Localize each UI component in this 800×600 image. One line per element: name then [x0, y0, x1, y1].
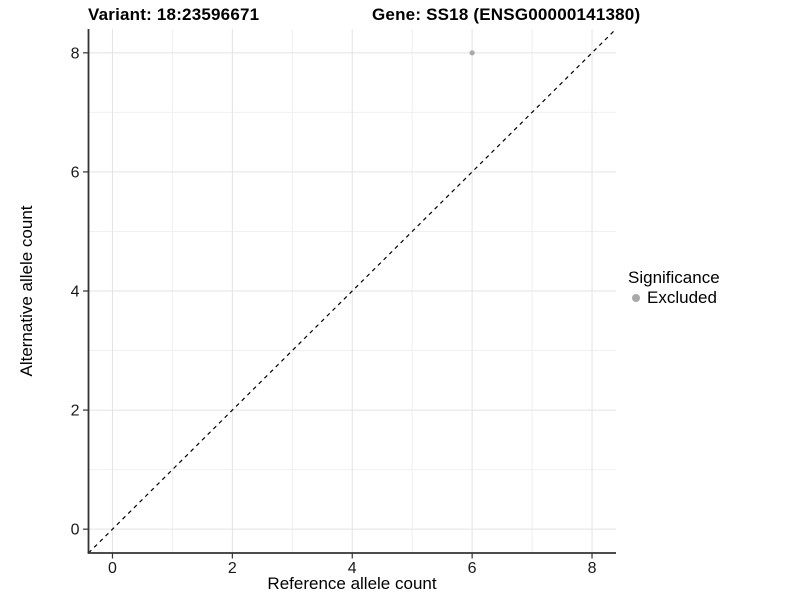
legend-item-excluded: Excluded: [632, 288, 720, 308]
legend-item-label: Excluded: [647, 288, 717, 307]
x-axis-label: Reference allele count: [267, 574, 437, 593]
data-point: [469, 50, 475, 56]
gene-title: Gene: SS18 (ENSG00000141380): [372, 5, 641, 24]
y-tick-label: 4: [71, 284, 80, 301]
y-axis-label: Alternative allele count: [17, 205, 36, 377]
y-tick-label: 2: [71, 403, 80, 420]
y-tick-label: 0: [71, 522, 80, 539]
x-tick-label: 6: [468, 560, 477, 577]
legend-title: Significance: [628, 268, 720, 287]
legend: Significance Excluded: [628, 268, 720, 308]
x-tick-label: 2: [228, 560, 237, 577]
identity-reference-line: [88, 28, 617, 554]
x-tick-label: 8: [588, 560, 597, 577]
variant-title: Variant: 18:23596671: [88, 5, 260, 24]
x-tick-label: 4: [348, 560, 357, 577]
y-tick-label: 8: [71, 45, 80, 62]
y-tick-label: 6: [71, 164, 80, 181]
x-tick-label: 0: [108, 560, 117, 577]
legend-point-icon: [632, 294, 640, 302]
